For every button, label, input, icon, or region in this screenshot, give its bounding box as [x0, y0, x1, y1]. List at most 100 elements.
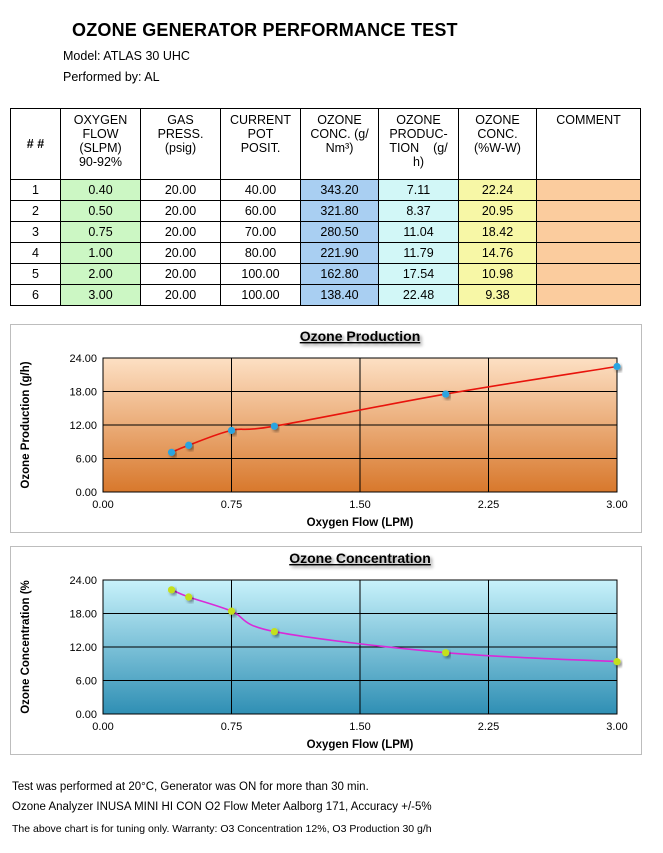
plot-border: [102, 357, 618, 493]
cell-pot-position: 60.00: [220, 200, 301, 222]
header-ozone-conc-gnm3: OZONE CONC. (g/Nm³): [300, 108, 379, 180]
cell-ozone-conc-ww: 18.42: [458, 221, 537, 243]
table-row: 2 0.50 20.00 60.00 321.80 8.37 20.95: [10, 200, 641, 222]
ozone-concentration-chart: 0.00 6.00 12.00 18.00 24.00 0.00 0.75 1.50 2.25 3…: [10, 546, 642, 755]
cell-ozone-conc-ww: 14.76: [458, 242, 537, 264]
data-point: [270, 627, 278, 636]
y-tick-label: 18.00: [69, 609, 97, 621]
y-tick-label: 6.00: [76, 676, 97, 688]
plot-border: [102, 579, 618, 715]
cell-oxygen-flow: 0.50: [60, 200, 141, 222]
cell-ozone-production: 11.79: [378, 242, 459, 264]
cell-gas-pressure: 20.00: [140, 284, 221, 306]
x-tick-label: 0.00: [92, 721, 113, 733]
x-tick-label: 1.50: [349, 499, 370, 511]
cell-comment: [536, 242, 641, 264]
header-comment: COMMENT: [536, 108, 641, 180]
data-point: [270, 422, 278, 430]
performance-table: # # OXYGEN FLOW (SLPM) 90-92% GAS PRESS. (psi…: [10, 108, 641, 306]
data-point: [167, 448, 176, 456]
y-tick-label: 0.00: [76, 709, 97, 721]
table-header-row: # # OXYGEN FLOW (SLPM) 90-92% GAS PRESS. (psi…: [10, 108, 641, 180]
y-tick-label: 18.00: [69, 387, 97, 399]
cell-comment: [536, 221, 641, 243]
y-axis-label: Ozone Concentration (%: [20, 580, 32, 714]
table-row: 6 3.00 20.00 100.00 138.40 22.48 9.38: [10, 284, 641, 306]
cell-ozone-production: 17.54: [378, 263, 459, 285]
footer-test-conditions: Test was performed at 20°C, Generator wa…: [12, 781, 369, 793]
cell-index: 6: [10, 284, 61, 306]
cell-ozone-conc-ww: 9.38: [458, 284, 537, 306]
cell-comment: [536, 284, 641, 306]
cell-comment: [536, 179, 641, 201]
ozone-concentration-svg: 0.00 6.00 12.00 18.00 24.00 0.00 0.75 1.50 2.25 3…: [20, 550, 628, 751]
ozone-production-chart: 0.00 6.00 12.00 18.00 24.00 0.00 0.75 1.50 2.25 3…: [10, 324, 642, 533]
cell-pot-position: 70.00: [220, 221, 301, 243]
data-point: [442, 649, 450, 657]
x-tick-label: 2.25: [478, 721, 499, 733]
chart-title: Ozone Production: [300, 328, 421, 344]
cell-ozone-production: 22.48: [378, 284, 459, 306]
cell-pot-position: 100.00: [220, 263, 301, 285]
x-tick-label: 3.00: [606, 721, 627, 733]
ozone-production-svg: 0.00 6.00 12.00 18.00 24.00 0.00 0.75 1.50 2.25 3…: [20, 328, 628, 529]
y-tick-label: 24.00: [69, 575, 97, 587]
footer-instruments: Ozone Analyzer INUSA MINI HI CON O2 Flow…: [12, 801, 432, 813]
cell-ozone-conc: 138.40: [300, 284, 379, 306]
x-tick-label: 0.75: [221, 499, 242, 511]
cell-oxygen-flow: 0.75: [60, 221, 141, 243]
data-point: [227, 426, 236, 434]
data-point: [185, 593, 193, 601]
data-point: [613, 658, 621, 666]
cell-index: 2: [10, 200, 61, 222]
data-point: [227, 607, 236, 615]
data-point: [167, 586, 176, 594]
performed-by-label: Performed by: AL: [63, 70, 160, 84]
x-axis-label: Oxygen Flow (LPM): [307, 739, 414, 751]
cell-index: 5: [10, 263, 61, 285]
header-oxygen-flow: OXYGEN FLOW (SLPM) 90-92%: [60, 108, 141, 180]
y-axis-label: Ozone Production (g/h): [20, 361, 32, 488]
y-tick-label: 0.00: [76, 487, 97, 499]
table-row: 4 1.00 20.00 80.00 221.90 11.79 14.76: [10, 242, 641, 264]
x-tick-label: 2.25: [478, 499, 499, 511]
y-tick-label: 6.00: [76, 454, 97, 466]
header-index: # #: [10, 108, 61, 180]
x-tick-label: 0.75: [221, 721, 242, 733]
header-ozone-production: OZONE PRODUC- TION (g/h): [378, 108, 459, 180]
table-row: 3 0.75 20.00 70.00 280.50 11.04 18.42: [10, 221, 641, 243]
footer-warranty: The above chart is for tuning only. Warr…: [12, 823, 432, 835]
cell-ozone-conc: 343.20: [300, 179, 379, 201]
x-tick-label: 1.50: [349, 721, 370, 733]
header-pot-position: CURRENT POT POSIT.: [220, 108, 301, 180]
cell-ozone-production: 11.04: [378, 221, 459, 243]
x-tick-label: 0.00: [92, 499, 113, 511]
cell-oxygen-flow: 0.40: [60, 179, 141, 201]
x-axis-label: Oxygen Flow (LPM): [307, 517, 414, 529]
cell-ozone-conc-ww: 22.24: [458, 179, 537, 201]
cell-ozone-production: 8.37: [378, 200, 459, 222]
cell-gas-pressure: 20.00: [140, 242, 221, 264]
cell-oxygen-flow: 2.00: [60, 263, 141, 285]
cell-pot-position: 80.00: [220, 242, 301, 264]
cell-ozone-conc: 221.90: [300, 242, 379, 264]
table-row: 5 2.00 20.00 100.00 162.80 17.54 10.98: [10, 263, 641, 285]
cell-comment: [536, 200, 641, 222]
cell-pot-position: 40.00: [220, 179, 301, 201]
cell-comment: [536, 263, 641, 285]
y-tick-label: 12.00: [69, 642, 97, 654]
chart-title: Ozone Concentration: [289, 550, 431, 566]
cell-gas-pressure: 20.00: [140, 221, 221, 243]
cell-oxygen-flow: 1.00: [60, 242, 141, 264]
table-row: 1 0.40 20.00 40.00 343.20 7.11 22.24: [10, 179, 641, 201]
cell-ozone-conc-ww: 10.98: [458, 263, 537, 285]
y-tick-label: 24.00: [69, 353, 97, 365]
header-ozone-conc-ww: OZONE CONC. (%W-W): [458, 108, 537, 180]
cell-ozone-conc-ww: 20.95: [458, 200, 537, 222]
data-point: [185, 441, 193, 449]
model-label: Model: ATLAS 30 UHC: [63, 49, 190, 63]
cell-index: 1: [10, 179, 61, 201]
cell-gas-pressure: 20.00: [140, 200, 221, 222]
cell-index: 3: [10, 221, 61, 243]
x-tick-label: 3.00: [606, 499, 627, 511]
